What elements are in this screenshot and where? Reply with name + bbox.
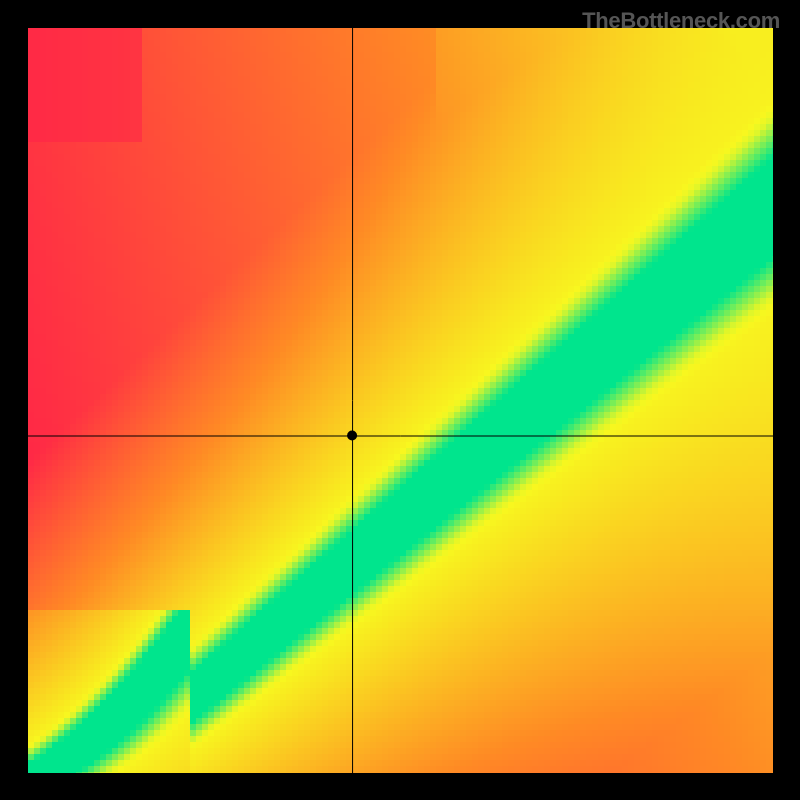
- watermark-label: TheBottleneck.com: [582, 8, 780, 34]
- chart-container: TheBottleneck.com: [0, 0, 800, 800]
- heatmap-canvas: [0, 0, 800, 800]
